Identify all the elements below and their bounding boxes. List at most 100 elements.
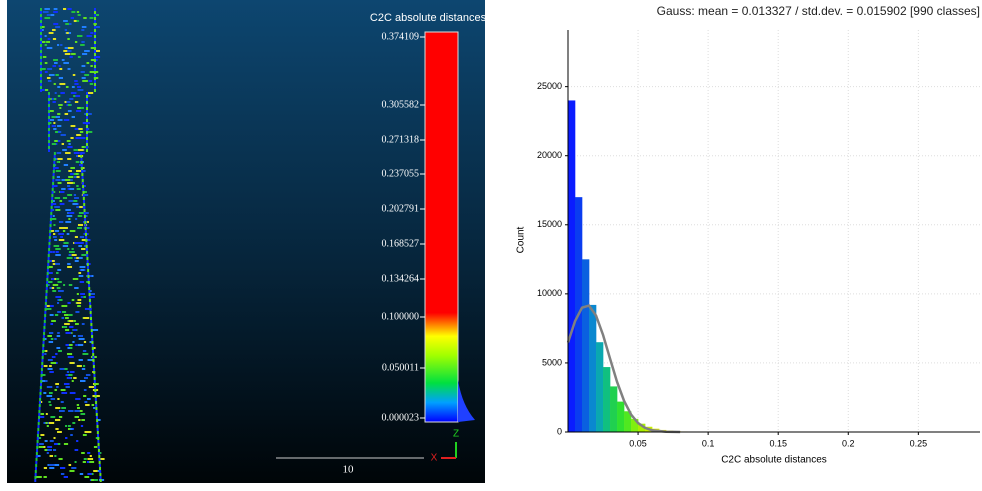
- point: [64, 119, 69, 121]
- point: [44, 314, 46, 317]
- point: [52, 290, 55, 292]
- point: [45, 299, 47, 302]
- point: [37, 431, 39, 434]
- point: [82, 179, 84, 182]
- y-tick-label: 10000: [537, 288, 562, 298]
- point: [87, 398, 91, 400]
- point: [63, 62, 69, 64]
- point: [42, 380, 45, 382]
- point: [71, 92, 77, 94]
- point: [56, 251, 59, 253]
- point: [48, 101, 50, 104]
- point: [47, 266, 49, 269]
- point: [54, 155, 56, 158]
- screenshot: C2C absolute distances 0.3741090.3055820…: [0, 0, 982, 486]
- y-tick-label: 20000: [537, 150, 562, 160]
- point: [57, 287, 61, 289]
- point: [79, 359, 83, 361]
- point: [40, 80, 42, 83]
- point: [47, 272, 49, 275]
- point: [77, 20, 80, 22]
- point: [70, 173, 73, 175]
- point: [57, 152, 62, 154]
- point: [91, 341, 93, 344]
- point: [76, 170, 81, 172]
- point: [51, 398, 56, 400]
- point: [67, 215, 73, 217]
- point: [40, 35, 42, 38]
- point: [48, 359, 53, 361]
- point: [65, 152, 70, 154]
- point: [63, 284, 65, 286]
- point: [73, 278, 78, 280]
- point: [52, 29, 56, 31]
- point: [60, 191, 64, 193]
- point: [68, 110, 72, 112]
- point: [50, 455, 54, 457]
- point: [82, 53, 87, 55]
- point: [51, 194, 53, 197]
- point: [49, 230, 51, 233]
- point: [97, 437, 99, 440]
- point: [49, 32, 54, 34]
- point: [53, 122, 55, 124]
- point: [47, 14, 51, 16]
- point: [72, 203, 77, 205]
- point: [78, 107, 80, 109]
- point: [94, 83, 96, 86]
- point: [94, 77, 96, 80]
- bar: [568, 100, 575, 432]
- point: [86, 125, 88, 128]
- point: [64, 164, 68, 166]
- point: [75, 218, 77, 220]
- point: [83, 365, 85, 367]
- point: [81, 419, 85, 421]
- point: [40, 41, 42, 44]
- point: [49, 464, 55, 466]
- point: [43, 338, 45, 341]
- point: [48, 116, 50, 119]
- point: [71, 11, 75, 13]
- point: [77, 86, 81, 88]
- point: [80, 131, 83, 133]
- point: [60, 467, 65, 469]
- point: [49, 332, 53, 334]
- point: [57, 125, 61, 127]
- point: [68, 410, 73, 412]
- point: [59, 416, 62, 418]
- point: [90, 293, 95, 295]
- point: [43, 341, 45, 344]
- point: [42, 68, 46, 70]
- point: [81, 71, 85, 73]
- point: [67, 182, 73, 184]
- point: [40, 17, 42, 20]
- point: [54, 152, 56, 155]
- point: [48, 80, 52, 82]
- point: [75, 449, 79, 451]
- point: [46, 290, 48, 293]
- point: [91, 332, 93, 335]
- point: [67, 302, 70, 304]
- point: [68, 374, 73, 376]
- point: [49, 236, 51, 239]
- point: [70, 230, 76, 232]
- point: [87, 266, 89, 269]
- point: [77, 11, 79, 13]
- point: [95, 392, 97, 395]
- point: [68, 104, 72, 106]
- point: [50, 212, 52, 215]
- point: [84, 458, 87, 460]
- point: [83, 317, 89, 319]
- point: [40, 71, 42, 74]
- point: [61, 389, 66, 391]
- point: [39, 398, 41, 401]
- point: [46, 284, 48, 287]
- point: [65, 437, 67, 439]
- point: [35, 473, 37, 476]
- x-tick-label: 0.2: [842, 438, 855, 448]
- point: [49, 392, 53, 394]
- point: [75, 323, 79, 325]
- point: [43, 329, 45, 332]
- point: [84, 476, 89, 478]
- point: [48, 95, 50, 98]
